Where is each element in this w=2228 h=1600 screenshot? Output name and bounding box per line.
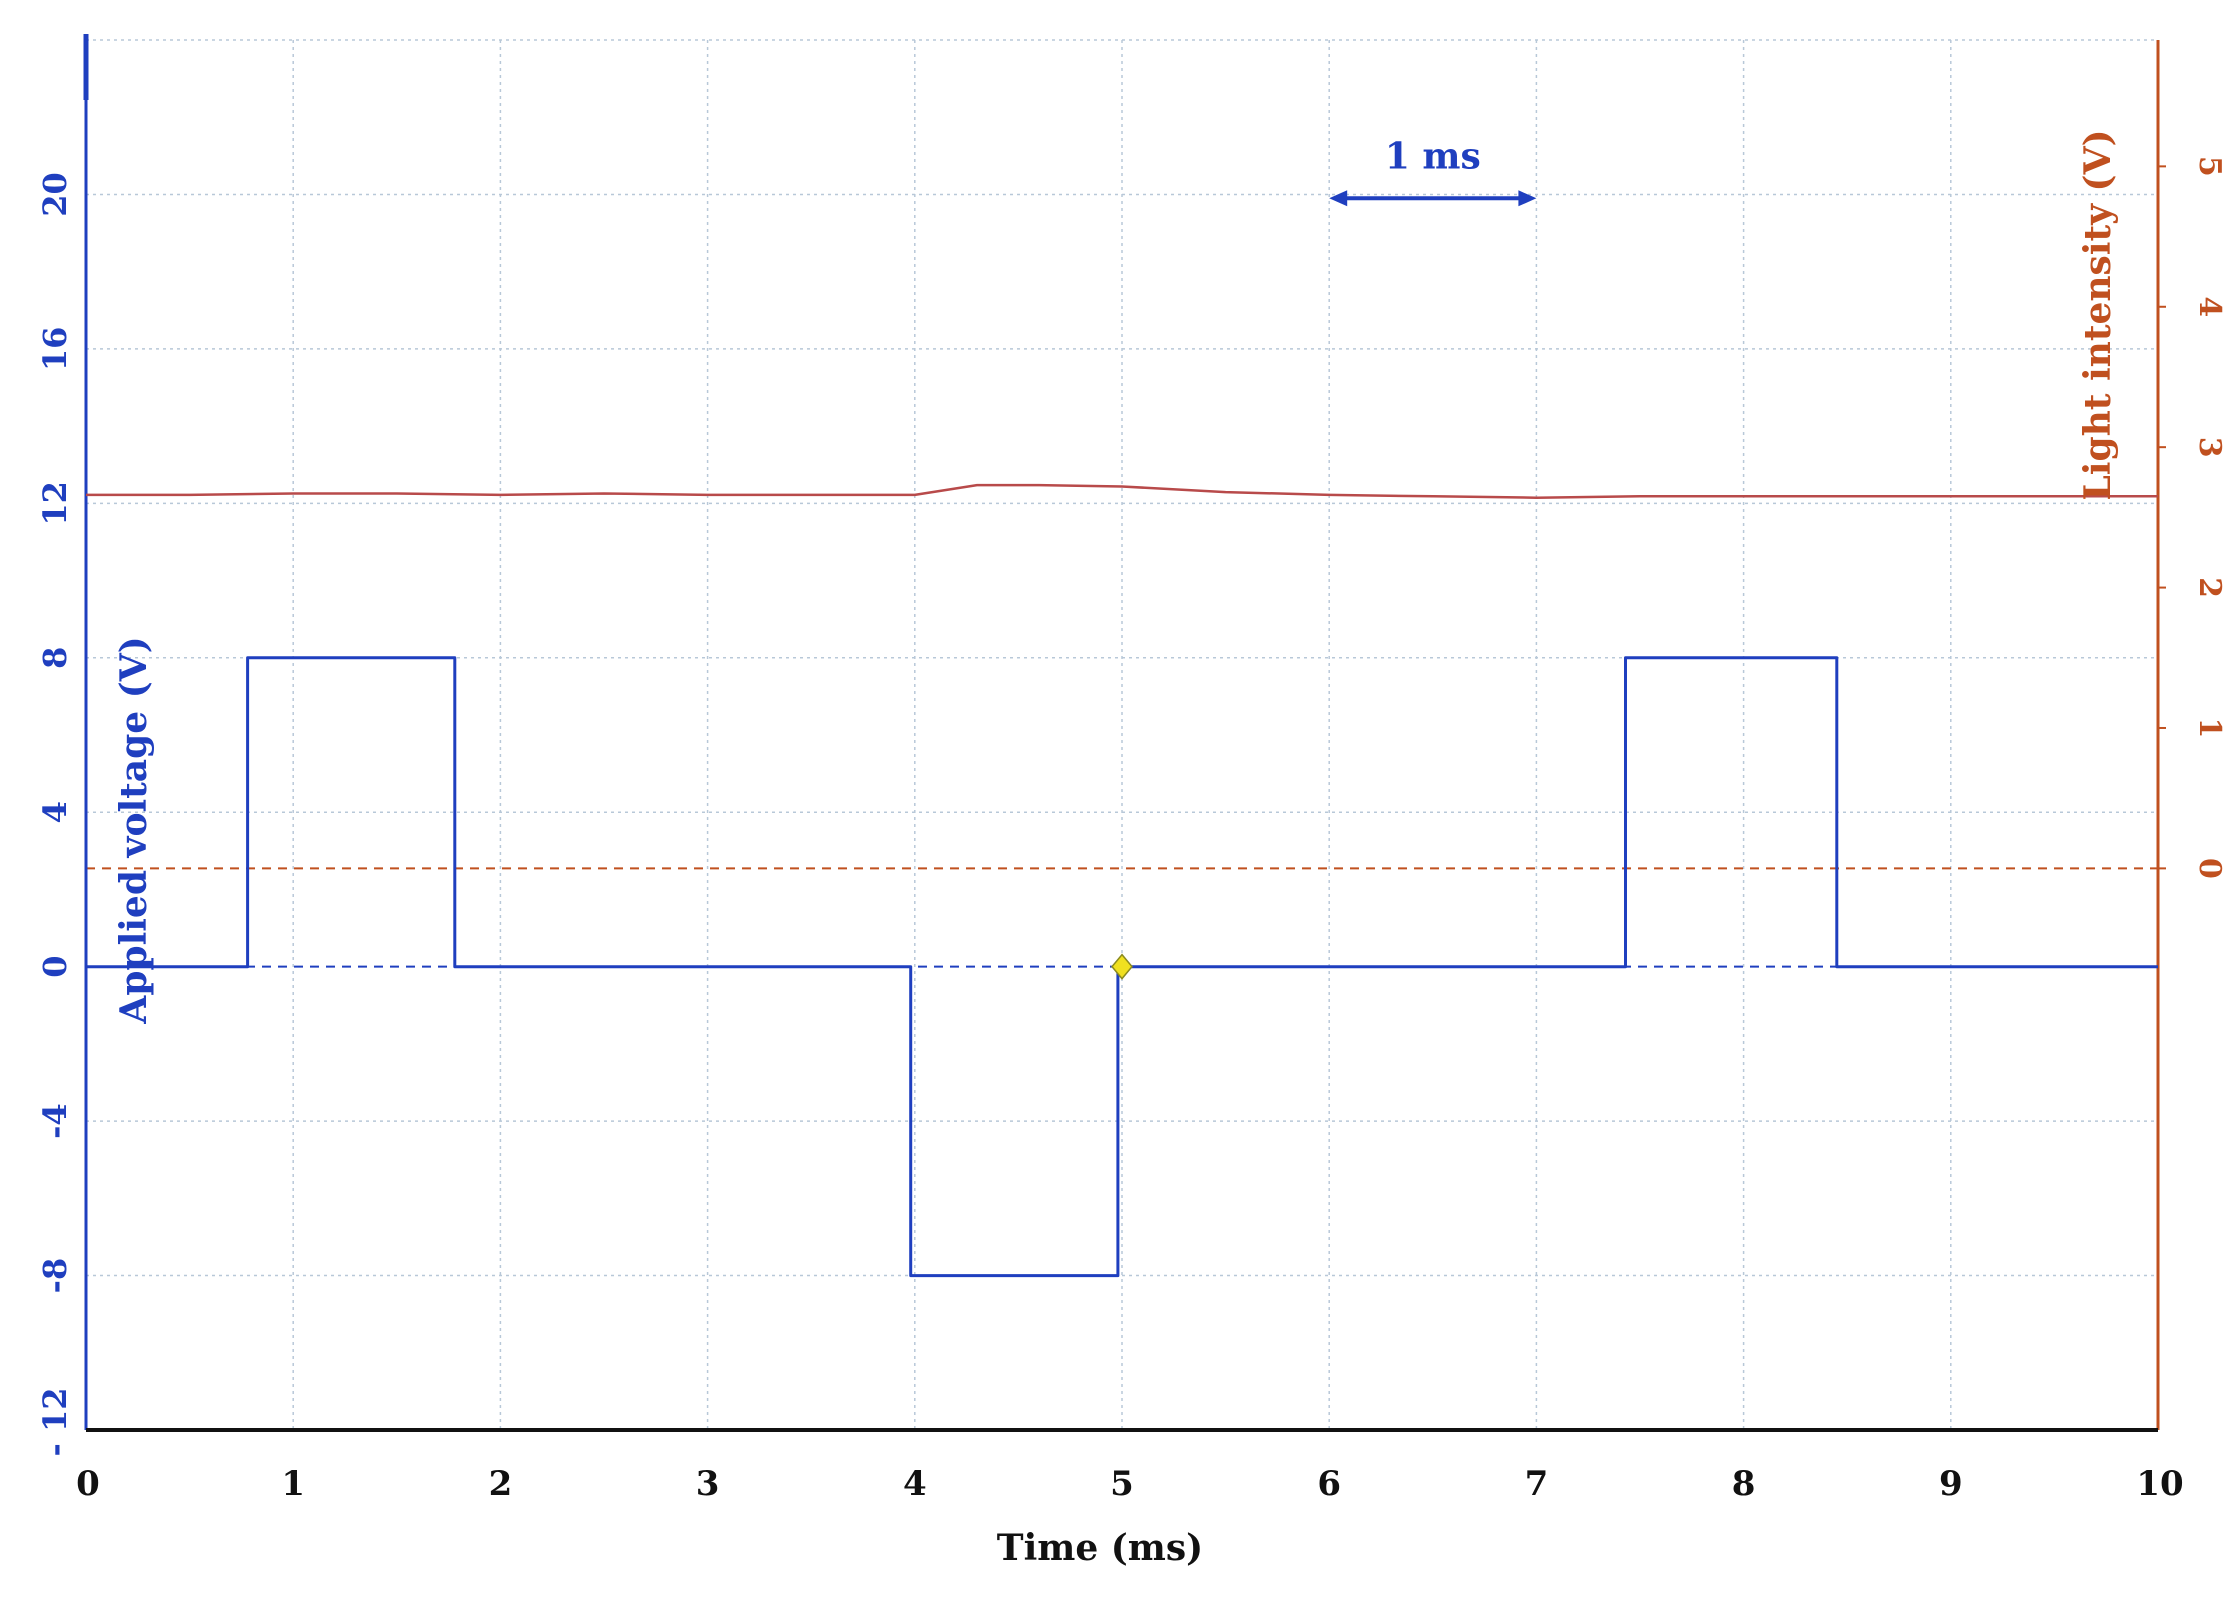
right-tick-label: 1: [2192, 718, 2227, 739]
right-axis-ticks: 0 1 2 3 4 5: [2158, 156, 2227, 879]
x-tick-label: 4: [903, 1464, 927, 1504]
grid: [86, 39, 2158, 1430]
series-group: [86, 483, 2158, 1278]
left-tick-label: 12: [36, 481, 74, 526]
annotation: 1 ms: [1329, 135, 1537, 207]
x-tick-label: 3: [696, 1464, 720, 1504]
marker-point: [1111, 953, 1133, 980]
right-tick-label: 5: [2192, 156, 2227, 177]
x-tick-label: 0: [76, 1464, 100, 1504]
x-tick-label: 1: [281, 1464, 305, 1504]
x-axis-ticks: 0 1 2 3 4 5 6 7 8 9 10: [76, 1464, 2184, 1504]
x-tick-label: 5: [1110, 1464, 1134, 1504]
annotation-arrowhead-left: [1329, 190, 1348, 207]
left-tick-label: 8: [36, 647, 74, 669]
x-tick-label: 8: [1732, 1464, 1756, 1504]
left-tick-label: 4: [36, 801, 74, 823]
x-tick-label: 7: [1525, 1464, 1549, 1504]
x-tick-label: 6: [1317, 1464, 1341, 1504]
x-tick-label: 9: [1939, 1464, 1963, 1504]
axes: [83, 34, 2160, 1432]
left-tick-label: 0: [36, 956, 74, 978]
right-tick-label: 3: [2192, 437, 2227, 458]
left-axis-ticks: - 12 -8 -4 0 4 8 12 16 20: [36, 172, 74, 1456]
left-tick-label: 20: [36, 172, 74, 217]
annotation-label: 1 ms: [1385, 135, 1481, 177]
x-axis-title: Time (ms): [997, 1527, 1203, 1569]
x-tick-label: 2: [489, 1464, 513, 1504]
annotation-arrowhead-right: [1518, 190, 1537, 207]
right-tick-label: 0: [2192, 858, 2227, 879]
series-applied-voltage: [86, 656, 2158, 1278]
left-tick-label: 16: [36, 327, 74, 372]
left-axis-title: Applied voltage (V): [113, 636, 155, 1024]
x-tick-label: 10: [2136, 1464, 2183, 1504]
left-tick-label: - 12: [36, 1388, 74, 1457]
right-tick-label: 2: [2192, 577, 2227, 598]
series-light-intensity: [86, 483, 2158, 499]
left-tick-label: -8: [36, 1258, 74, 1294]
left-tick-label: -4: [36, 1103, 74, 1139]
right-tick-label: 4: [2192, 296, 2227, 317]
right-axis-title: Light intensity (V): [2077, 129, 2119, 500]
